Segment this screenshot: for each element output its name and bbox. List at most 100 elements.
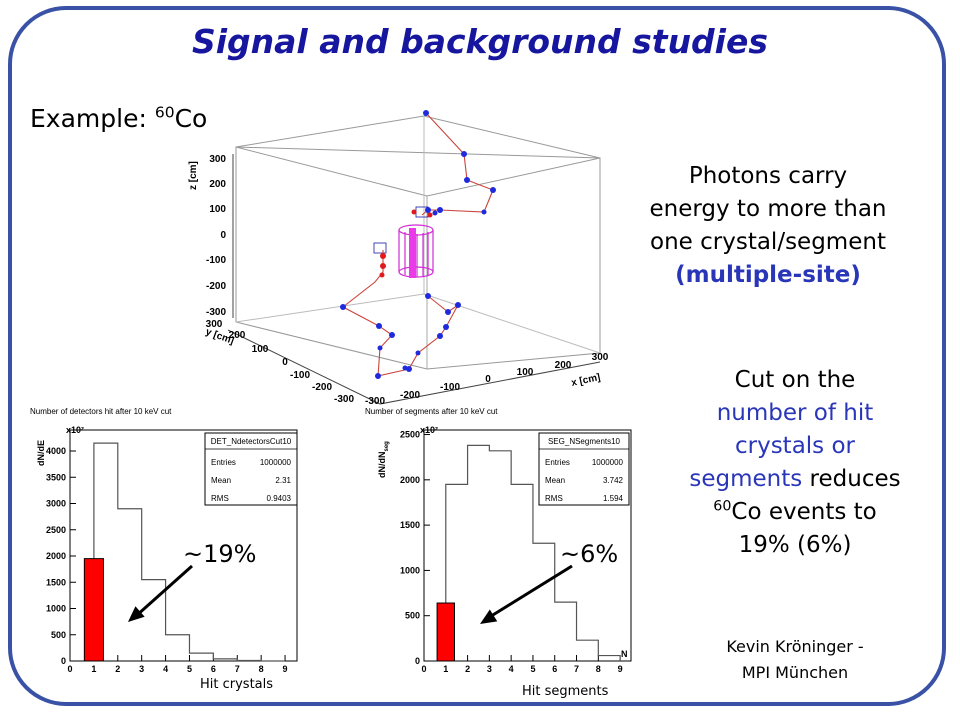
- stats-value: 0.9403: [267, 494, 292, 503]
- text2-line2: number of hit: [716, 400, 874, 426]
- x-tick: 0: [485, 374, 491, 385]
- x-tick-label: 9: [618, 664, 623, 674]
- text2-line4: segments reduces: [640, 463, 950, 496]
- slide-title: Signal and background studies: [191, 22, 769, 61]
- z-axis-label: z [cm]: [188, 161, 199, 190]
- y-axis-label-sub: seg: [384, 441, 390, 452]
- x-tick-label: 3: [139, 664, 144, 674]
- y-tick: 0: [282, 357, 288, 368]
- example-prefix: Example:: [30, 104, 155, 133]
- x-tick-label: 2: [465, 664, 470, 674]
- y-tick-label: 3000: [46, 499, 66, 509]
- z-tick: -200: [206, 281, 226, 292]
- x-tick: -100: [440, 382, 460, 393]
- y-tick-label: 2000: [400, 475, 420, 485]
- source-box: [373, 242, 387, 254]
- z-tick: 100: [209, 204, 226, 215]
- x-tick-label: 2: [115, 664, 120, 674]
- y-tick: -100: [290, 370, 310, 381]
- histogram-outline: [445, 444, 621, 661]
- x-tick-label: 8: [596, 664, 601, 674]
- x-axis-label: N: [621, 649, 628, 659]
- x-tick: 300: [592, 352, 609, 363]
- text2-line6: 19% (6%): [738, 532, 852, 558]
- x-tick-label: 5: [530, 664, 535, 674]
- stats-box: [538, 432, 630, 506]
- multisite-text: Photons carry energy to more than one cr…: [598, 160, 938, 292]
- text2-line5: 60Co events to: [640, 496, 950, 529]
- z-tick: 300: [209, 154, 226, 165]
- y-tick: -300: [334, 394, 354, 405]
- stats-label: RMS: [211, 494, 229, 503]
- z-tick: -100: [206, 255, 226, 266]
- author-institute: MPI München: [741, 663, 849, 682]
- y-tick: -200: [312, 382, 332, 393]
- pointer-arrowhead: [480, 609, 498, 624]
- stats-value: 2.31: [275, 476, 291, 485]
- y-tick-label: 1000: [400, 565, 420, 575]
- track-points-red: [379, 209, 433, 278]
- x-tick: 100: [517, 367, 534, 378]
- x-tick: 200: [555, 360, 572, 371]
- pointer-arrowhead: [128, 606, 145, 622]
- text1-line1: Photons carry: [688, 163, 848, 189]
- cut-text: Cut on the number of hit crystals or seg…: [640, 364, 950, 562]
- text2-co: Co events to: [731, 499, 877, 525]
- x-tick-label: 9: [283, 664, 288, 674]
- x-tick-label: 3: [487, 664, 492, 674]
- y-tick: 100: [252, 344, 269, 355]
- y-tick-label: 3500: [46, 472, 66, 482]
- x-tick-label: 7: [574, 664, 579, 674]
- z-tick: 0: [220, 230, 226, 241]
- text1-line4: (multiple-site): [675, 262, 861, 288]
- x-tick-label: 6: [211, 664, 216, 674]
- slide-frame: [8, 6, 946, 706]
- x-tick-label: 6: [552, 664, 557, 674]
- x-tick-label: 7: [235, 664, 240, 674]
- example-mass: 60: [154, 103, 175, 122]
- y-tick-label: 4000: [46, 446, 66, 456]
- stats-name: SEG_NSegments10: [548, 437, 621, 446]
- text1-line2: energy to more than: [649, 196, 887, 222]
- x-tick-label: 0: [67, 664, 72, 674]
- x-tick-label: 0: [421, 664, 426, 674]
- stats-value: 3.742: [603, 476, 624, 485]
- pct-label-crystals: ~19%: [183, 540, 257, 568]
- y-tick-label: 0: [415, 656, 420, 666]
- y-tick-label: 1500: [46, 577, 66, 587]
- stats-value: 1000000: [260, 458, 292, 467]
- histogram-outline: [93, 442, 286, 662]
- stats-box: [204, 432, 298, 506]
- z-tick: 200: [209, 179, 226, 190]
- stats-name: DET_NdetectorsCut10: [211, 437, 292, 446]
- text2-mass: 60: [713, 498, 732, 515]
- x-tick: -300: [365, 396, 385, 407]
- stats-label: Mean: [545, 476, 565, 485]
- x-tick-label: 1: [91, 664, 96, 674]
- y-axis-label: dN/dNseg: [377, 441, 390, 478]
- y-tick-label: 1500: [400, 520, 420, 530]
- cut-bin-bar: [83, 558, 104, 662]
- histogram-crystals: Number of detectors hit after 10 keV cut…: [30, 407, 298, 674]
- cut-bin-bar: [436, 602, 456, 662]
- y-tick-label: 2500: [46, 525, 66, 535]
- histogram-title: Number of detectors hit after 10 keV cut: [30, 407, 172, 416]
- text1-line3: one crystal/segment: [650, 229, 886, 255]
- caption-hit-crystals: Hit crystals: [200, 677, 274, 692]
- y-multiplier: x10²: [420, 425, 438, 435]
- y-axis-label: dN/dE: [36, 440, 46, 466]
- x-tick-label: 1: [443, 664, 448, 674]
- detector-hit-column: [409, 228, 416, 278]
- track-points-blue: [340, 110, 496, 379]
- example-element: Co: [174, 104, 208, 133]
- y-tick: 200: [229, 330, 246, 341]
- example-label: Example: 60Co: [30, 104, 207, 133]
- caption-hit-segments: Hit segments: [522, 684, 609, 699]
- x-tick-label: 4: [509, 664, 514, 674]
- y-tick-label: 500: [51, 630, 66, 640]
- histogram-title: Number of segments after 10 keV cut: [365, 407, 498, 416]
- histogram-segments: Number of segments after 10 keV cut x10² d…: [365, 407, 632, 674]
- pct-label-segments: ~6%: [560, 540, 619, 568]
